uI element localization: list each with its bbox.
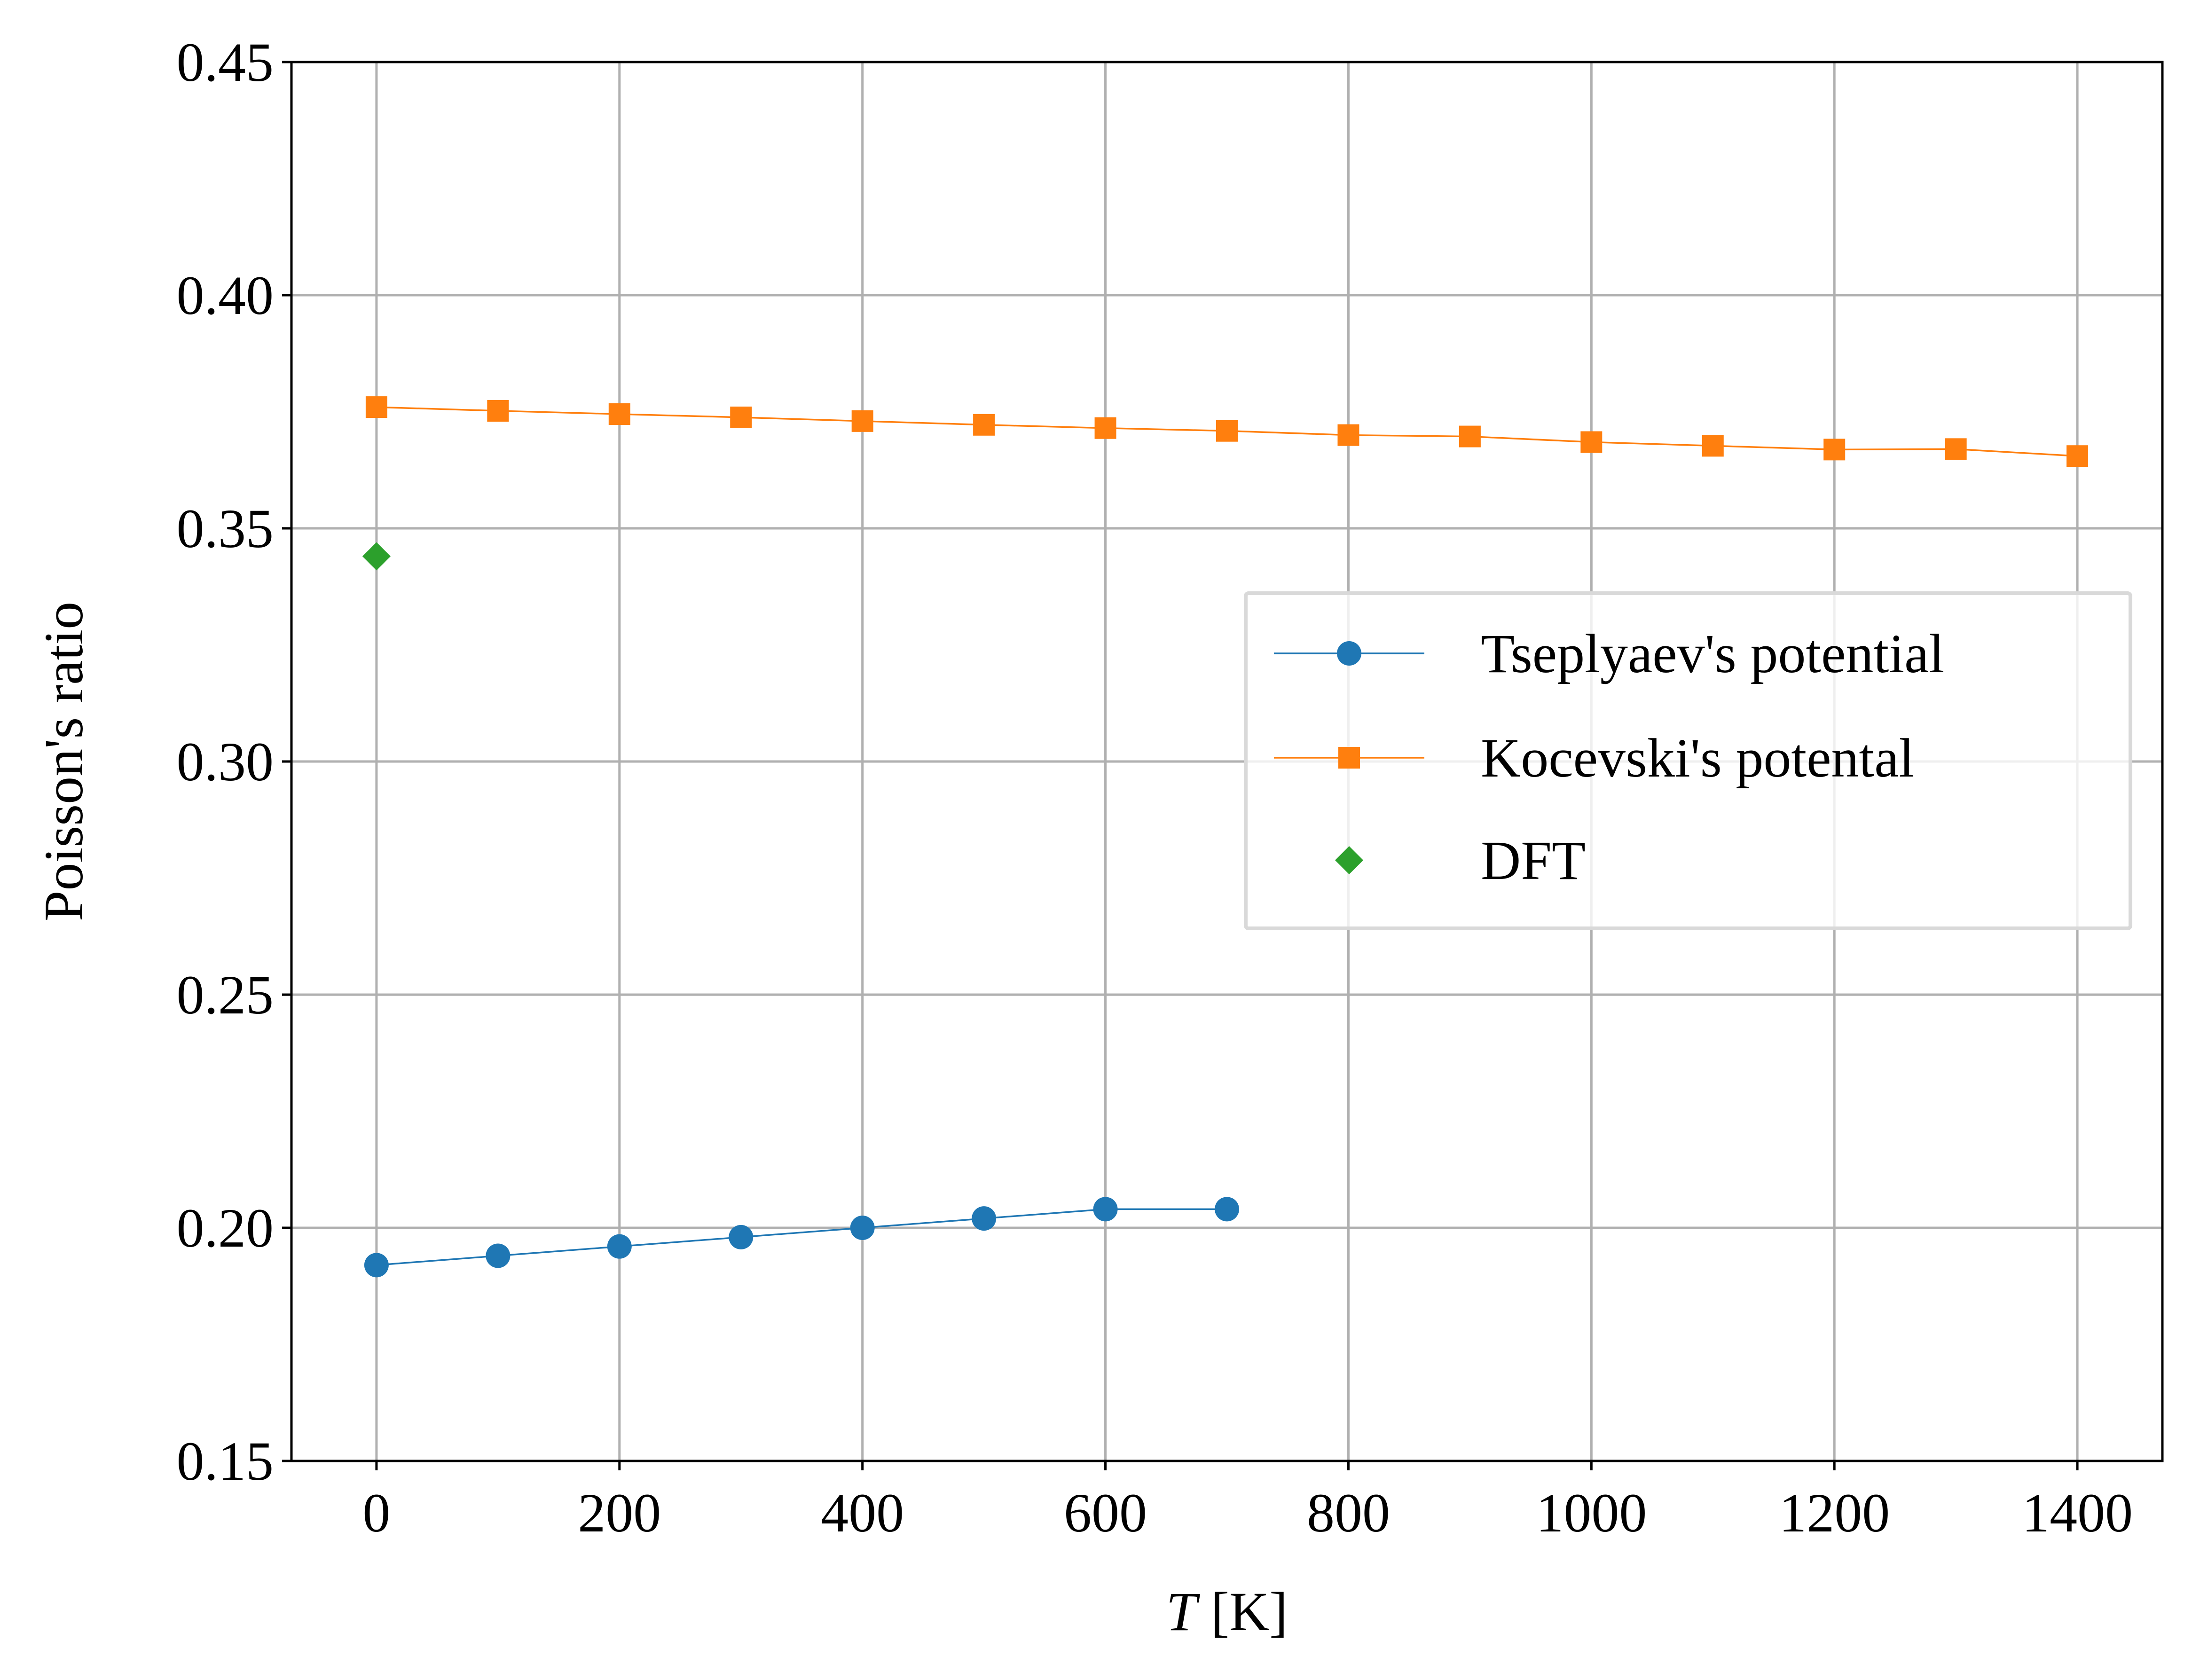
- legend-marker: [1337, 641, 1361, 666]
- x-tick-label: 400: [821, 1482, 904, 1544]
- legend-item: Tseplyaev's potential: [1274, 623, 1944, 684]
- data-point: [1580, 431, 1603, 453]
- data-point: [362, 542, 391, 571]
- data-point: [1337, 424, 1359, 446]
- legend-label: Kocevski's potental: [1481, 727, 1914, 789]
- data-point: [2066, 445, 2089, 467]
- series-2: [362, 542, 391, 571]
- data-point: [1702, 435, 1724, 457]
- legend-label: Tseplyaev's potential: [1481, 623, 1944, 684]
- tick-labels: 0 200 400 600 800 1000 1200 1400 0.15 0.20 0.25 0.3…: [177, 31, 2133, 1544]
- data-point: [365, 396, 387, 418]
- data-point: [972, 1206, 997, 1231]
- x-axis-unit: [K]: [1197, 1581, 1288, 1642]
- series-layer: [362, 396, 2089, 1278]
- series-1: [365, 396, 2089, 467]
- data-point: [1823, 439, 1846, 461]
- x-tick-label: 1200: [1779, 1482, 1890, 1544]
- data-point: [1215, 1197, 1239, 1222]
- y-tick-label: 0.45: [177, 31, 274, 93]
- y-tick-label: 0.30: [177, 731, 274, 793]
- legend-item: Kocevski's potental: [1274, 727, 1914, 789]
- x-tick-label: 0: [362, 1482, 390, 1544]
- y-tick-label: 0.20: [177, 1197, 274, 1259]
- x-tick-label: 600: [1064, 1482, 1147, 1544]
- x-tick-label: 1000: [1536, 1482, 1647, 1544]
- data-point: [1093, 1197, 1118, 1222]
- data-point: [729, 1225, 754, 1249]
- data-point: [851, 410, 873, 432]
- y-axis-label: Poisson's ratio: [33, 602, 94, 921]
- x-tick-label: 800: [1307, 1482, 1390, 1544]
- y-tick-label: 0.40: [177, 265, 274, 326]
- legend-marker: [1335, 846, 1363, 874]
- legend-item: DFT: [1335, 830, 1586, 891]
- data-point: [1459, 425, 1481, 447]
- series-line: [376, 1208, 1227, 1266]
- series-0: [364, 1197, 1239, 1278]
- axis-ticks: [282, 61, 2079, 1470]
- data-point: [607, 1234, 632, 1259]
- x-axis-variable: T: [1166, 1581, 1201, 1642]
- x-axis-label: T [K]: [1166, 1581, 1288, 1642]
- data-point: [608, 403, 630, 425]
- data-point: [1216, 420, 1238, 442]
- y-tick-label: 0.25: [177, 964, 274, 1026]
- legend-marker: [1338, 747, 1360, 769]
- data-point: [486, 1243, 511, 1268]
- data-point: [730, 406, 752, 428]
- data-point: [973, 414, 995, 436]
- x-tick-label: 200: [578, 1482, 661, 1544]
- legend-box: [1244, 591, 2132, 930]
- data-point: [487, 400, 509, 422]
- legend: Tseplyaev's potential Kocevski's potental…: [1244, 591, 2132, 930]
- x-tick-label: 1400: [2022, 1482, 2133, 1544]
- y-tick-label: 0.15: [177, 1430, 274, 1492]
- data-point: [1094, 417, 1116, 439]
- data-point: [1945, 438, 1967, 460]
- y-tick-label: 0.35: [177, 498, 274, 559]
- legend-label: DFT: [1481, 830, 1586, 891]
- data-point: [850, 1216, 875, 1240]
- data-point: [364, 1253, 389, 1278]
